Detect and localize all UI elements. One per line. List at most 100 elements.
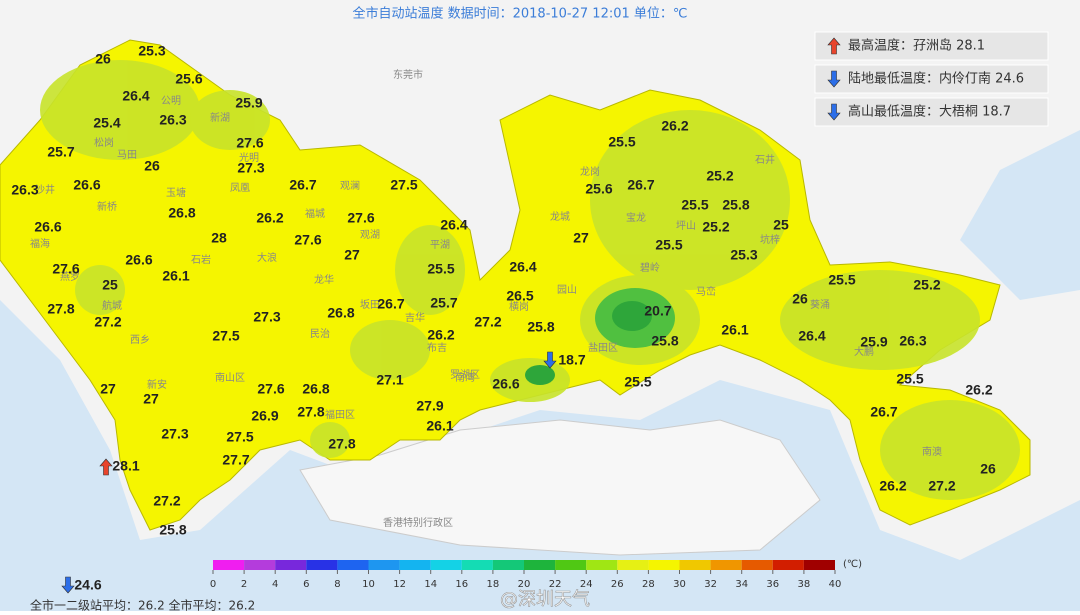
legend: 最高温度：孖洲岛 28.1 陆地最低温度：内伶仃南 24.6 高山最低温度：大梧桐 … (814, 31, 1049, 127)
station-value: 26.7 (289, 177, 316, 193)
place-name: 坂田 (360, 299, 380, 311)
station-value: 25.8 (527, 319, 554, 335)
legend-row (814, 64, 1049, 94)
legend-row (814, 31, 1049, 61)
scale-segment (306, 560, 338, 570)
station-value: 25.9 (860, 334, 887, 350)
place-name: 新湖 (210, 111, 230, 124)
scale-segment (275, 560, 307, 570)
station-value: 25.6 (585, 181, 612, 197)
place-name: 南湾 (455, 371, 475, 384)
scale-tick-label: 8 (334, 579, 340, 590)
scale-tick-label: 28 (642, 579, 655, 590)
scale-tick-label: 40 (829, 579, 842, 590)
station-value: 26.1 (426, 418, 453, 434)
station-value: 25.5 (655, 237, 682, 253)
station-value: 25.5 (427, 261, 454, 277)
arrow-down (61, 576, 75, 594)
station-value: 25.5 (896, 371, 923, 387)
station-value: 20.7 (644, 303, 671, 319)
station-value: 27.1 (376, 372, 403, 388)
scale-tick-label: 24 (580, 579, 593, 590)
station-value: 25.6 (175, 71, 202, 87)
legend-label: 最高温度：孖洲岛 28.1 (848, 38, 985, 54)
station-value: 26.2 (879, 478, 906, 494)
station-value: 27.3 (253, 309, 280, 325)
scale-tick-label: 18 (487, 579, 500, 590)
place-name: 碧岭 (640, 261, 660, 274)
station-value: 26.3 (159, 112, 186, 128)
place-name: 福海 (30, 237, 50, 250)
place-name: 香港特别行政区 (383, 516, 453, 529)
scale-segment (617, 560, 649, 570)
place-name: 吉华 (405, 311, 425, 324)
scale-segment (244, 560, 276, 570)
station-value: 25.8 (651, 333, 678, 349)
place-name: 福城 (305, 207, 325, 220)
cool-zone (612, 301, 652, 331)
station-value: 26.4 (122, 88, 149, 104)
station-value: 28.1 (112, 458, 139, 474)
scale-segment (741, 560, 773, 570)
place-name: 葵涌 (810, 299, 830, 311)
station-value: 25.2 (702, 219, 729, 235)
place-name: 东莞市 (393, 68, 423, 81)
scale-tick-label: 36 (766, 579, 779, 590)
station-value: 26.6 (34, 219, 61, 235)
station-value: 27.6 (347, 210, 374, 226)
station-value: 26.7 (377, 296, 404, 312)
scale-segment (586, 560, 618, 570)
green-zones (40, 60, 1020, 500)
place-name: 玉塘 (166, 186, 186, 199)
station-value: 25.5 (681, 197, 708, 213)
scale-segment (772, 560, 804, 570)
scale-segment (710, 560, 742, 570)
arrow-down (543, 351, 557, 369)
station-value: 27.6 (236, 135, 263, 151)
scale-tick-label: 30 (673, 579, 686, 590)
scale-segment (368, 560, 400, 570)
station-value: 27.2 (928, 478, 955, 494)
sea (960, 130, 1080, 300)
station-value: 26 (792, 291, 808, 307)
station-value: 27.5 (212, 328, 239, 344)
place-name: 园山 (557, 284, 577, 296)
scale-tick-label: 38 (798, 579, 811, 590)
place-name: 大鹏 (854, 345, 874, 358)
place-name: 龙岗 (580, 165, 600, 178)
scale-tick-label: 4 (272, 579, 278, 590)
station-value: 27 (143, 391, 159, 407)
station-value: 27.6 (52, 261, 79, 277)
station-value: 27 (100, 381, 116, 397)
station-value: 26.2 (661, 118, 688, 134)
arrow-up (99, 458, 113, 476)
station-value: 25.3 (730, 247, 757, 263)
station-value: 25.8 (159, 522, 186, 538)
station-value: 26.4 (440, 217, 467, 233)
scale-segment (337, 560, 369, 570)
scale-tick-label: 2 (241, 579, 247, 590)
scale-tick-label: 34 (735, 579, 748, 590)
place-name: 松岗 (94, 136, 114, 149)
station-value: 26.7 (870, 404, 897, 420)
station-value: 26.9 (251, 408, 278, 424)
station-value: 27.8 (328, 436, 355, 452)
station-value: 26.2 (256, 210, 283, 226)
place-name: 布吉 (427, 342, 447, 354)
place-name: 观澜 (340, 180, 360, 192)
station-value: 25.4 (93, 115, 120, 131)
scale-segment (648, 560, 680, 570)
station-value: 25.5 (828, 272, 855, 288)
station-value: 26.3 (11, 182, 38, 198)
place-name: 马峦 (696, 285, 716, 298)
scale-unit: (℃) (843, 559, 862, 570)
place-name: 罗湖区 (450, 369, 480, 381)
place-name: 沙井 (35, 183, 55, 196)
watermark: @深圳天气 (500, 589, 590, 610)
station-value: 25 (773, 217, 789, 233)
place-name: 平湖 (430, 239, 450, 251)
scale-tick-label: 26 (611, 579, 624, 590)
scale-segment (430, 560, 462, 570)
